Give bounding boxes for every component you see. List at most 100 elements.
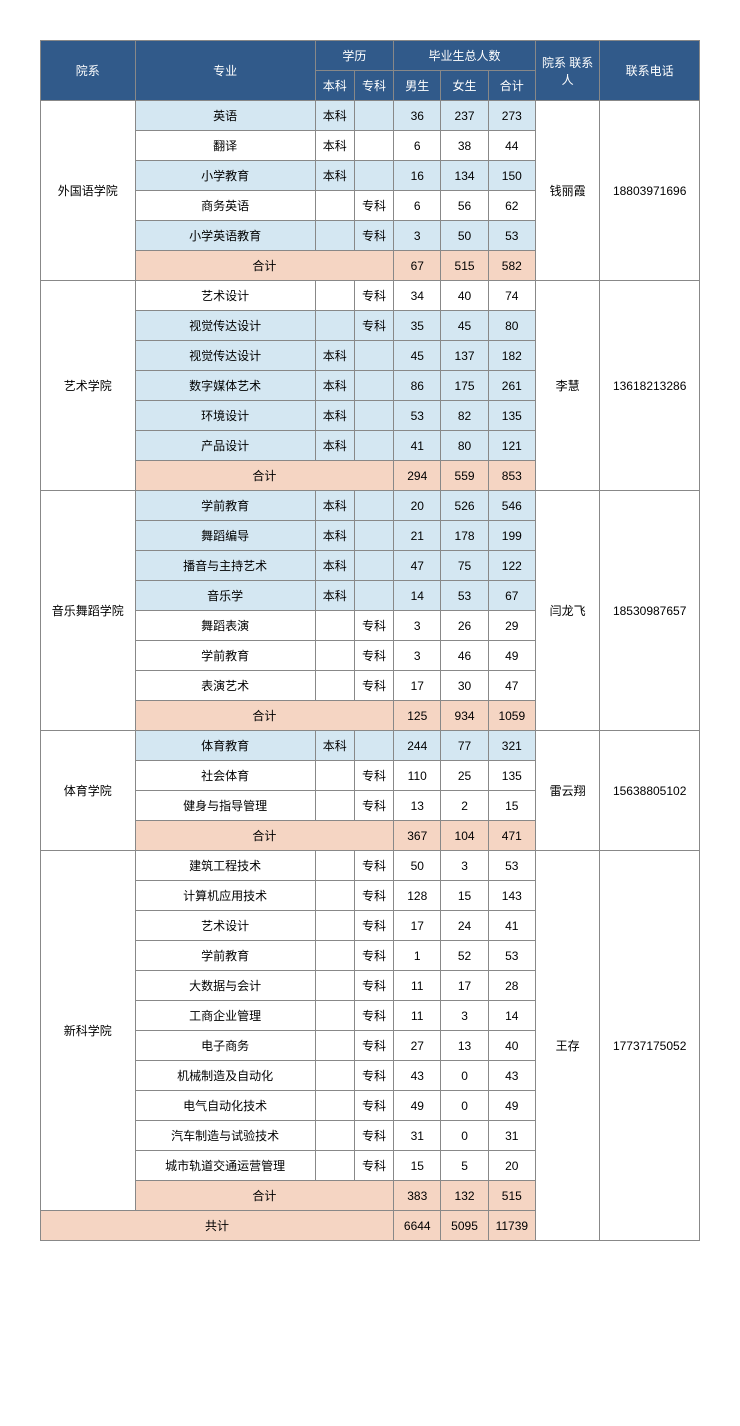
major-cell: 工商企业管理	[135, 1001, 315, 1031]
degree-bk-cell	[315, 761, 354, 791]
degree-bk-cell: 本科	[315, 131, 354, 161]
num-cell: 62	[488, 191, 535, 221]
num-cell: 16	[394, 161, 441, 191]
contact-cell: 闫龙飞	[535, 491, 599, 731]
header-major: 专业	[135, 41, 315, 101]
num-cell: 41	[394, 431, 441, 461]
num-cell: 14	[488, 1001, 535, 1031]
subtotal-num: 853	[488, 461, 535, 491]
degree-zk-cell: 专科	[354, 1061, 393, 1091]
degree-zk-cell	[354, 371, 393, 401]
header-sum: 合计	[488, 71, 535, 101]
num-cell: 53	[441, 581, 488, 611]
table-row: 体育学院体育教育本科24477321雷云翔15638805102	[41, 731, 700, 761]
header-phone: 联系电话	[600, 41, 700, 101]
num-cell: 24	[441, 911, 488, 941]
num-cell: 31	[488, 1121, 535, 1151]
header-contact: 院系 联系人	[535, 41, 599, 101]
major-cell: 翻译	[135, 131, 315, 161]
degree-bk-cell	[315, 641, 354, 671]
num-cell: 56	[441, 191, 488, 221]
num-cell: 0	[441, 1121, 488, 1151]
num-cell: 143	[488, 881, 535, 911]
num-cell: 5	[441, 1151, 488, 1181]
major-cell: 英语	[135, 101, 315, 131]
header-bk: 本科	[315, 71, 354, 101]
degree-bk-cell: 本科	[315, 521, 354, 551]
num-cell: 2	[441, 791, 488, 821]
degree-zk-cell: 专科	[354, 911, 393, 941]
subtotal-num: 294	[394, 461, 441, 491]
num-cell: 53	[394, 401, 441, 431]
subtotal-label: 合计	[135, 461, 394, 491]
num-cell: 6	[394, 131, 441, 161]
dept-cell: 新科学院	[41, 851, 136, 1211]
header-gradtotal: 毕业生总人数	[394, 41, 536, 71]
table-body: 外国语学院英语本科36237273钱丽霞18803971696翻译本科63844…	[41, 101, 700, 1241]
num-cell: 0	[441, 1061, 488, 1091]
degree-bk-cell	[315, 971, 354, 1001]
degree-bk-cell: 本科	[315, 491, 354, 521]
num-cell: 45	[441, 311, 488, 341]
major-cell: 学前教育	[135, 491, 315, 521]
degree-bk-cell	[315, 221, 354, 251]
major-cell: 电子商务	[135, 1031, 315, 1061]
degree-zk-cell: 专科	[354, 1001, 393, 1031]
degree-zk-cell	[354, 431, 393, 461]
num-cell: 50	[394, 851, 441, 881]
num-cell: 3	[441, 1001, 488, 1031]
degree-zk-cell	[354, 341, 393, 371]
header-dept: 院系	[41, 41, 136, 101]
subtotal-num: 559	[441, 461, 488, 491]
subtotal-num: 383	[394, 1181, 441, 1211]
major-cell: 健身与指导管理	[135, 791, 315, 821]
phone-cell: 15638805102	[600, 731, 700, 851]
degree-bk-cell	[315, 911, 354, 941]
degree-zk-cell	[354, 131, 393, 161]
major-cell: 计算机应用技术	[135, 881, 315, 911]
num-cell: 80	[488, 311, 535, 341]
major-cell: 机械制造及自动化	[135, 1061, 315, 1091]
degree-bk-cell: 本科	[315, 101, 354, 131]
num-cell: 15	[441, 881, 488, 911]
num-cell: 526	[441, 491, 488, 521]
num-cell: 14	[394, 581, 441, 611]
num-cell: 122	[488, 551, 535, 581]
degree-bk-cell	[315, 1091, 354, 1121]
major-cell: 环境设计	[135, 401, 315, 431]
grandtotal-num: 11739	[488, 1211, 535, 1241]
num-cell: 6	[394, 191, 441, 221]
num-cell: 150	[488, 161, 535, 191]
num-cell: 44	[488, 131, 535, 161]
degree-zk-cell: 专科	[354, 671, 393, 701]
grandtotal-num: 5095	[441, 1211, 488, 1241]
major-cell: 学前教育	[135, 941, 315, 971]
table-row: 新科学院建筑工程技术专科50353王存17737175052	[41, 851, 700, 881]
subtotal-num: 132	[441, 1181, 488, 1211]
num-cell: 321	[488, 731, 535, 761]
subtotal-label: 合计	[135, 251, 394, 281]
degree-bk-cell: 本科	[315, 731, 354, 761]
num-cell: 86	[394, 371, 441, 401]
degree-zk-cell: 专科	[354, 1091, 393, 1121]
degree-zk-cell: 专科	[354, 191, 393, 221]
num-cell: 0	[441, 1091, 488, 1121]
major-cell: 播音与主持艺术	[135, 551, 315, 581]
degree-bk-cell	[315, 1031, 354, 1061]
table-row: 外国语学院英语本科36237273钱丽霞18803971696	[41, 101, 700, 131]
contact-cell: 王存	[535, 851, 599, 1241]
num-cell: 47	[488, 671, 535, 701]
num-cell: 52	[441, 941, 488, 971]
major-cell: 商务英语	[135, 191, 315, 221]
degree-bk-cell	[315, 881, 354, 911]
degree-zk-cell: 专科	[354, 611, 393, 641]
degree-bk-cell: 本科	[315, 551, 354, 581]
degree-bk-cell: 本科	[315, 581, 354, 611]
degree-zk-cell: 专科	[354, 311, 393, 341]
num-cell: 26	[441, 611, 488, 641]
degree-bk-cell	[315, 791, 354, 821]
contact-cell: 钱丽霞	[535, 101, 599, 281]
num-cell: 11	[394, 971, 441, 1001]
degree-zk-cell: 专科	[354, 1031, 393, 1061]
num-cell: 53	[488, 851, 535, 881]
